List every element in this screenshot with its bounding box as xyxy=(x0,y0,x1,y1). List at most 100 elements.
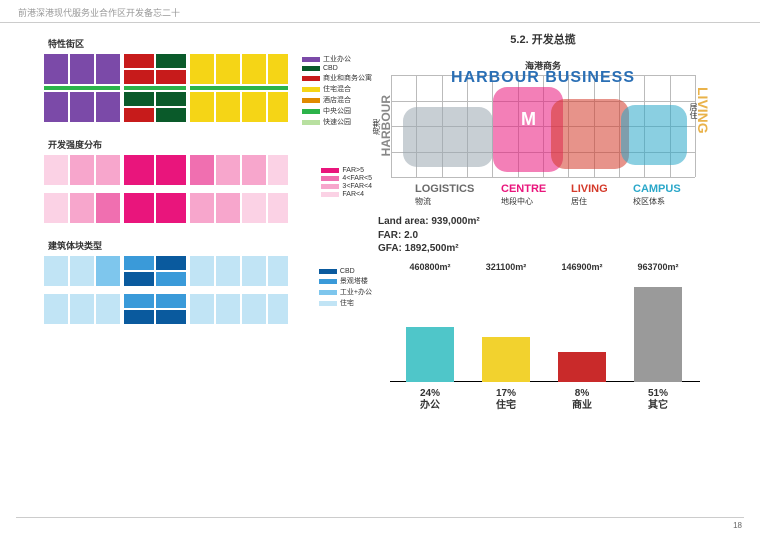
map-overlay xyxy=(403,107,493,167)
block-cell xyxy=(216,256,240,286)
legend-item: FAR<4 xyxy=(321,191,372,198)
block-cell xyxy=(44,92,68,122)
block-cell xyxy=(216,193,240,223)
block-cell xyxy=(70,92,94,122)
block-cell xyxy=(190,256,214,286)
block-cell xyxy=(268,193,288,223)
legend-label: 工业+办公 xyxy=(340,287,372,297)
zone-label-en: LOGISTICS xyxy=(415,183,474,195)
legend-label: CBD xyxy=(323,65,338,72)
map-overlay xyxy=(621,105,687,165)
legend-item: 景观塔楼 xyxy=(319,276,372,286)
block-cell xyxy=(190,54,214,84)
block-cell xyxy=(190,155,214,185)
legend-label: CBD xyxy=(340,268,355,275)
legend-item: 住宅 xyxy=(319,298,372,308)
harbour-top-en: HARBOUR BUSINESS xyxy=(373,69,713,87)
block-cell xyxy=(156,92,186,106)
block-cell xyxy=(190,92,214,122)
block-cell xyxy=(268,155,288,185)
legend-item: 商业和商务公寓 xyxy=(302,73,372,83)
block-cell xyxy=(242,54,266,84)
block-cell xyxy=(268,256,288,286)
block-cell xyxy=(124,86,186,90)
bar xyxy=(558,352,606,382)
block-cell xyxy=(190,86,288,90)
block-cell xyxy=(156,108,186,122)
block-cell xyxy=(156,155,186,185)
legend-item: 4<FAR<5 xyxy=(321,175,372,182)
legend-label: 酒店混合 xyxy=(323,95,351,105)
sec1-grid: 工业办公CBD商业和商务公寓住宅混合酒店混合中央公园快速公园 xyxy=(44,54,284,124)
block-cell xyxy=(124,92,154,106)
legend-item: FAR>5 xyxy=(321,167,372,174)
block-cell xyxy=(216,92,240,122)
block-cell xyxy=(96,155,120,185)
block-cell xyxy=(124,256,154,270)
stats-block: Land area: 939,000m² FAR: 2.0 GFA: 1892,… xyxy=(378,215,728,256)
block-cell xyxy=(70,193,94,223)
block-cell xyxy=(124,294,154,308)
block-cell xyxy=(44,256,68,286)
zone-label-cn: 校区体系 xyxy=(633,196,665,207)
legend-label: 景观塔楼 xyxy=(340,276,368,286)
legend-swatch xyxy=(302,76,320,81)
bar-label: 51%其它 xyxy=(628,388,688,412)
sec3-legend: CBD景观塔楼工业+办公住宅 xyxy=(319,268,372,309)
right-column: 5.2. 开发总揽 海港商务 HARBOUR BUSINESS HARBOUR … xyxy=(358,31,728,412)
legend-item: 3<FAR<4 xyxy=(321,183,372,190)
bar-value: 460800m² xyxy=(400,262,460,272)
legend-label: 快速公园 xyxy=(323,117,351,127)
legend-item: CBD xyxy=(319,268,372,275)
block-cell xyxy=(124,108,154,122)
legend-label: 商业和商务公寓 xyxy=(323,73,372,83)
legend-swatch xyxy=(321,192,339,197)
map-overlay xyxy=(551,99,629,169)
legend-swatch xyxy=(302,57,320,62)
block-cell xyxy=(242,193,266,223)
zone-label-en: CENTRE xyxy=(501,183,546,195)
section-2: 开发强度分布 FAR>54<FAR<53<FAR<4FAR<4 xyxy=(16,138,346,225)
block-cell xyxy=(242,256,266,286)
legend-label: 中央公园 xyxy=(323,106,351,116)
legend-swatch xyxy=(302,66,320,71)
sec2-title: 开发强度分布 xyxy=(48,138,346,151)
block-cell xyxy=(124,70,154,84)
left-column: 特性街区 工业办公CBD商业和商务公寓住宅混合酒店混合中央公园快速公园 开发强度… xyxy=(16,31,346,412)
sec2-grid: FAR>54<FAR<53<FAR<4FAR<4 xyxy=(44,155,284,225)
footer-line xyxy=(16,517,744,518)
block-cell xyxy=(70,54,94,84)
sec3-title: 建筑体块类型 xyxy=(48,239,346,252)
bar-value: 963700m² xyxy=(628,262,688,272)
block-cell xyxy=(124,54,154,68)
zone-label-cn: 居住 xyxy=(571,196,587,207)
block-cell xyxy=(156,193,186,223)
block-cell xyxy=(96,294,120,324)
legend-item: 住宅混合 xyxy=(302,84,372,94)
block-cell xyxy=(268,54,288,84)
block-cell xyxy=(242,92,266,122)
block-cell xyxy=(156,54,186,68)
zone-label-en: CAMPUS xyxy=(633,183,681,195)
legend-item: 酒店混合 xyxy=(302,95,372,105)
block-cell xyxy=(190,294,214,324)
legend-swatch xyxy=(319,301,337,306)
zone-label-cn: 地段中心 xyxy=(501,196,533,207)
legend-label: FAR>5 xyxy=(342,167,364,174)
legend-item: 快速公园 xyxy=(302,117,372,127)
legend-swatch xyxy=(321,168,339,173)
legend-swatch xyxy=(302,87,320,92)
legend-item: 工业办公 xyxy=(302,54,372,64)
legend-label: 3<FAR<4 xyxy=(342,183,372,190)
block-cell xyxy=(190,193,214,223)
bar xyxy=(482,337,530,382)
block-cell xyxy=(124,272,154,286)
content-area: 特性街区 工业办公CBD商业和商务公寓住宅混合酒店混合中央公园快速公园 开发强度… xyxy=(0,23,760,420)
legend-swatch xyxy=(321,184,339,189)
sec1-legend: 工业办公CBD商业和商务公寓住宅混合酒店混合中央公园快速公园 xyxy=(302,54,372,128)
harbour-left-cn: 海港 xyxy=(371,119,382,135)
block-cell xyxy=(124,310,154,324)
block-cell xyxy=(96,256,120,286)
legend-label: 住宅混合 xyxy=(323,84,351,94)
legend-swatch xyxy=(302,120,320,125)
